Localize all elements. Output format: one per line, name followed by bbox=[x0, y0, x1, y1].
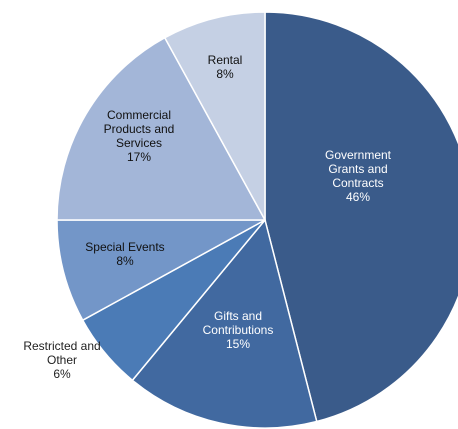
slice-category-label: Restricted and Other bbox=[23, 339, 100, 367]
pie-slice-rental bbox=[163, 11, 266, 221]
pie-slices bbox=[56, 11, 458, 429]
pie-slice-special-events bbox=[56, 219, 266, 322]
slice-value-label: 15% bbox=[226, 337, 250, 351]
slice-value-label: 6% bbox=[53, 367, 71, 381]
slice-category-label: Commercial Products and Services bbox=[104, 108, 175, 150]
slice-value-label: 46% bbox=[346, 190, 370, 204]
slice-category-label: Rental bbox=[208, 53, 243, 67]
slice-category-label: Special Events bbox=[85, 240, 164, 254]
slice-category-label: Government Grants and Contracts bbox=[325, 148, 392, 190]
slice-value-label: 17% bbox=[127, 150, 151, 164]
pie-slice-gifts-and-contributions bbox=[131, 218, 318, 429]
slice-category-label: Gifts and Contributions bbox=[203, 309, 274, 337]
slice-value-label: 8% bbox=[216, 67, 234, 81]
pie-slice-government-grants-and-contracts bbox=[264, 11, 458, 423]
pie-slice-commercial-products-and-services bbox=[56, 36, 267, 221]
slice-value-label: 8% bbox=[116, 254, 134, 268]
